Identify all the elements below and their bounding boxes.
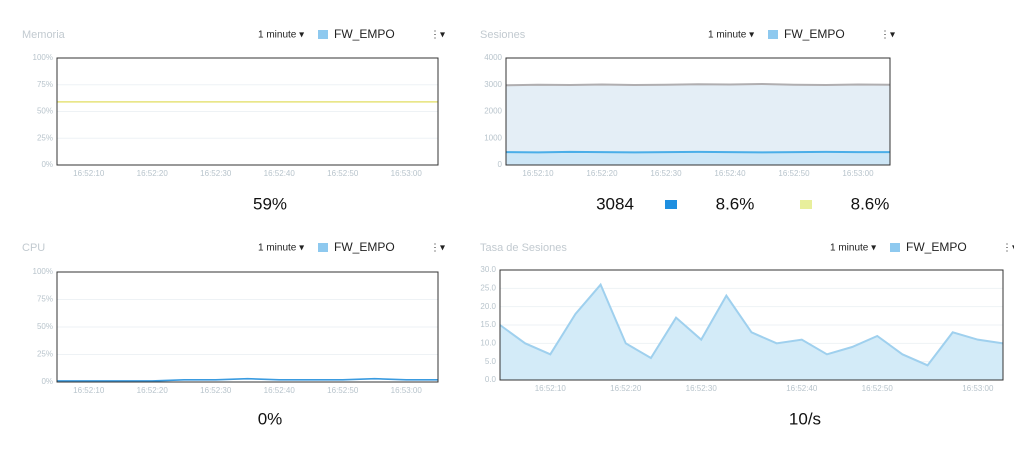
y-tick-label: 20.0 — [480, 302, 496, 311]
series-line — [499, 282, 1004, 367]
source-swatch — [318, 243, 328, 252]
x-tick-label: 16:52:40 — [264, 169, 296, 178]
x-tick-label: 16:52:50 — [327, 169, 359, 178]
x-tick-label: 16:52:30 — [200, 386, 232, 395]
y-tick-label: 50% — [37, 322, 53, 331]
panel-title: Tasa de Sesiones — [480, 242, 567, 254]
y-tick-label: 2000 — [484, 107, 502, 116]
y-tick-label: 100% — [33, 267, 53, 276]
period-select[interactable]: 1 minute ▾ — [708, 30, 754, 41]
x-tick-label: 16:52:20 — [610, 384, 642, 393]
x-tick-label: 16:52:10 — [73, 386, 105, 395]
source-swatch — [768, 30, 778, 39]
x-tick-label: 16:52:30 — [650, 169, 682, 178]
summary-value: 8.6% — [851, 194, 890, 213]
x-tick-label: 16:52:20 — [586, 169, 618, 178]
x-tick-label: 16:52:50 — [327, 386, 359, 395]
x-tick-label: 16:52:30 — [686, 384, 718, 393]
x-tick-label: 16:52:20 — [137, 386, 169, 395]
series-line — [505, 150, 890, 154]
y-tick-label: 0% — [41, 160, 53, 169]
y-tick-label: 50% — [37, 107, 53, 116]
x-tick-label: 16:52:40 — [264, 386, 296, 395]
panel-title: Memoria — [22, 29, 66, 41]
menu-icon[interactable]: ⋮▾ — [880, 30, 895, 41]
x-tick-label: 16:53:00 — [391, 169, 423, 178]
x-tick-label: 16:52:40 — [786, 384, 818, 393]
y-tick-label: 10.0 — [480, 338, 496, 347]
series-line — [57, 377, 438, 382]
source-label: FW_EMPO — [334, 240, 395, 254]
x-tick-label: 16:52:10 — [522, 169, 554, 178]
x-tick-label: 16:52:50 — [862, 384, 894, 393]
summary-value: 0% — [258, 409, 283, 428]
y-tick-label: 75% — [37, 295, 53, 304]
period-select[interactable]: 1 minute ▾ — [258, 243, 304, 254]
legend-swatch — [665, 200, 677, 209]
panel-title: CPU — [22, 242, 45, 254]
source-label: FW_EMPO — [906, 240, 967, 254]
area-fill — [500, 284, 1003, 380]
y-tick-label: 5.0 — [485, 357, 497, 366]
x-tick-label: 16:53:00 — [391, 386, 423, 395]
y-tick-label: 0 — [498, 160, 503, 169]
y-tick-label: 100% — [33, 53, 53, 62]
source-swatch — [890, 243, 900, 252]
y-tick-label: 0.0 — [485, 375, 497, 384]
y-tick-label: 25.0 — [480, 283, 496, 292]
y-tick-label: 75% — [37, 80, 53, 89]
y-tick-label: 15.0 — [480, 320, 496, 329]
period-select[interactable]: 1 minute ▾ — [830, 243, 876, 254]
summary-value: 10/s — [789, 409, 821, 428]
x-tick-label: 16:52:50 — [778, 169, 810, 178]
y-tick-label: 1000 — [484, 133, 502, 142]
y-tick-label: 0% — [41, 377, 53, 386]
y-tick-label: 25% — [37, 133, 53, 142]
plot-frame — [499, 269, 1004, 381]
x-tick-label: 16:53:00 — [962, 384, 994, 393]
x-tick-label: 16:53:00 — [842, 169, 874, 178]
legend-swatch — [800, 200, 812, 209]
plot-frame — [505, 57, 891, 166]
period-select[interactable]: 1 minute ▾ — [258, 30, 304, 41]
area-fill — [506, 151, 890, 165]
source-label: FW_EMPO — [784, 27, 845, 41]
panel-title: Sesiones — [480, 29, 526, 41]
x-tick-label: 16:52:20 — [137, 169, 169, 178]
summary-value: 3084 — [596, 194, 634, 213]
x-tick-label: 16:52:40 — [714, 169, 746, 178]
x-tick-label: 16:52:10 — [535, 384, 567, 393]
y-tick-label: 3000 — [484, 80, 502, 89]
plot-frame — [56, 271, 439, 383]
source-label: FW_EMPO — [334, 27, 395, 41]
source-swatch — [318, 30, 328, 39]
summary-value: 59% — [253, 194, 287, 213]
summary-value: 8.6% — [716, 194, 755, 213]
x-tick-label: 16:52:30 — [200, 169, 232, 178]
y-tick-label: 4000 — [484, 53, 502, 62]
y-tick-label: 30.0 — [480, 265, 496, 274]
area-fill — [506, 83, 890, 165]
menu-icon[interactable]: ⋮▾ — [430, 243, 445, 254]
plot-frame — [56, 57, 439, 166]
y-tick-label: 25% — [37, 350, 53, 359]
x-tick-label: 16:52:10 — [73, 169, 105, 178]
menu-icon[interactable]: ⋮▾ — [1002, 243, 1014, 254]
series-line — [505, 82, 891, 87]
menu-icon[interactable]: ⋮▾ — [430, 30, 445, 41]
